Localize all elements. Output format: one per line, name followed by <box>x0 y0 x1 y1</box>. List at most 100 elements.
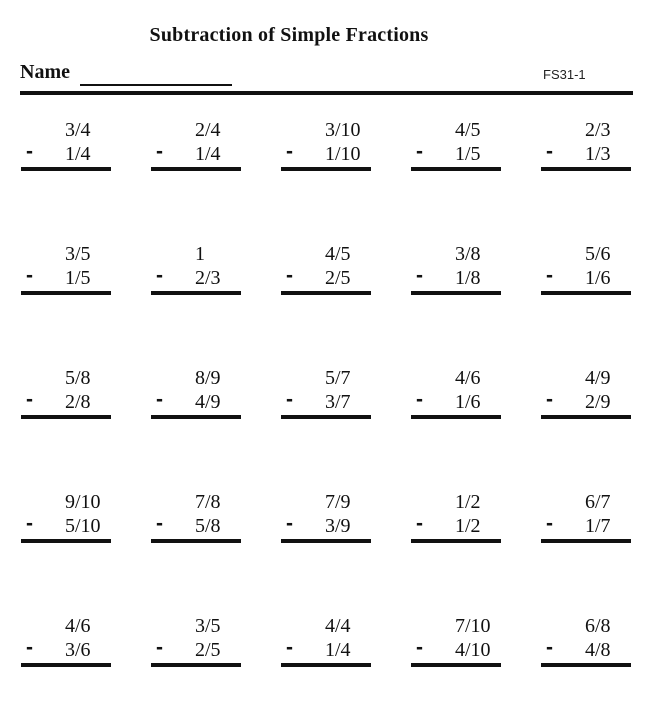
minuend: 4/9 <box>585 367 611 389</box>
subtraction-problem: 1 - 2/3 <box>151 242 241 295</box>
answer-line <box>281 291 371 295</box>
worksheet-code: FS31-1 <box>543 67 586 82</box>
minus-operator: - <box>26 388 33 411</box>
minus-operator: - <box>546 512 553 535</box>
page-title: Subtraction of Simple Fractions <box>149 24 429 46</box>
minuend: 3/5 <box>195 615 221 637</box>
minuend: 1/2 <box>455 491 481 513</box>
subtrahend: 1/6 <box>455 391 481 413</box>
subtrahend: 1/5 <box>455 143 481 165</box>
subtraction-problem: 2/3 - 1/3 <box>541 118 631 171</box>
minus-operator: - <box>26 140 33 163</box>
minus-operator: - <box>286 264 293 287</box>
subtraction-problem: 7/10 - 4/10 <box>411 614 501 667</box>
minuend: 9/10 <box>65 491 101 513</box>
problems-row: 3/5 - 1/5 1 - 2/3 4/5 - 2/5 3/8 - 1/8 5/… <box>21 242 631 295</box>
subtrahend: 5/8 <box>195 515 221 537</box>
minus-operator: - <box>416 512 423 535</box>
minus-operator: - <box>416 140 423 163</box>
subtrahend: 2/5 <box>325 267 351 289</box>
subtraction-problem: 5/6 - 1/6 <box>541 242 631 295</box>
subtraction-problem: 4/4 - 1/4 <box>281 614 371 667</box>
answer-line <box>411 291 501 295</box>
minuend: 4/4 <box>325 615 351 637</box>
subtraction-problem: 3/8 - 1/8 <box>411 242 501 295</box>
minus-operator: - <box>156 140 163 163</box>
minus-operator: - <box>546 264 553 287</box>
subtraction-problem: 1/2 - 1/2 <box>411 490 501 543</box>
minus-operator: - <box>26 636 33 659</box>
answer-line <box>541 415 631 419</box>
answer-line <box>411 415 501 419</box>
subtraction-problem: 7/8 - 5/8 <box>151 490 241 543</box>
subtrahend: 1/6 <box>585 267 611 289</box>
subtrahend: 1/8 <box>455 267 481 289</box>
answer-line <box>21 167 111 171</box>
minuend: 5/7 <box>325 367 351 389</box>
minus-operator: - <box>286 140 293 163</box>
subtrahend: 2/5 <box>195 639 221 661</box>
subtrahend: 1/4 <box>65 143 91 165</box>
answer-line <box>411 663 501 667</box>
name-label: Name <box>20 61 70 83</box>
subtrahend: 3/7 <box>325 391 351 413</box>
subtrahend: 1/2 <box>455 515 481 537</box>
subtraction-problem: 2/4 - 1/4 <box>151 118 241 171</box>
minus-operator: - <box>416 636 423 659</box>
subtrahend: 3/9 <box>325 515 351 537</box>
answer-line <box>281 167 371 171</box>
minuend: 7/9 <box>325 491 351 513</box>
subtrahend: 1/4 <box>325 639 351 661</box>
subtrahend: 1/10 <box>325 143 361 165</box>
answer-line <box>21 663 111 667</box>
subtrahend: 2/3 <box>195 267 221 289</box>
minus-operator: - <box>416 264 423 287</box>
subtraction-problem: 4/5 - 1/5 <box>411 118 501 171</box>
minuend: 4/6 <box>455 367 481 389</box>
minuend: 6/8 <box>585 615 611 637</box>
minus-operator: - <box>26 512 33 535</box>
answer-line <box>541 291 631 295</box>
subtraction-problem: 8/9 - 4/9 <box>151 366 241 419</box>
minus-operator: - <box>156 264 163 287</box>
minus-operator: - <box>26 264 33 287</box>
minus-operator: - <box>156 388 163 411</box>
answer-line <box>151 539 241 543</box>
minus-operator: - <box>286 636 293 659</box>
minuend: 8/9 <box>195 367 221 389</box>
minuend: 7/10 <box>455 615 491 637</box>
minus-operator: - <box>156 512 163 535</box>
subtraction-problem: 9/10 - 5/10 <box>21 490 111 543</box>
minus-operator: - <box>546 636 553 659</box>
minuend: 6/7 <box>585 491 611 513</box>
minus-operator: - <box>546 388 553 411</box>
minuend: 3/5 <box>65 243 91 265</box>
answer-line <box>281 539 371 543</box>
subtrahend: 4/9 <box>195 391 221 413</box>
subtrahend: 5/10 <box>65 515 101 537</box>
subtrahend: 4/10 <box>455 639 491 661</box>
minus-operator: - <box>416 388 423 411</box>
subtraction-problem: 5/8 - 2/8 <box>21 366 111 419</box>
problems-row: 5/8 - 2/8 8/9 - 4/9 5/7 - 3/7 4/6 - 1/6 … <box>21 366 631 419</box>
minuend: 2/3 <box>585 119 611 141</box>
name-blank-line <box>80 84 232 86</box>
subtraction-problem: 6/7 - 1/7 <box>541 490 631 543</box>
answer-line <box>541 663 631 667</box>
subtraction-problem: 3/5 - 2/5 <box>151 614 241 667</box>
answer-line <box>151 663 241 667</box>
answer-line <box>151 415 241 419</box>
subtraction-problem: 7/9 - 3/9 <box>281 490 371 543</box>
subtraction-problem: 4/5 - 2/5 <box>281 242 371 295</box>
problems-row: 9/10 - 5/10 7/8 - 5/8 7/9 - 3/9 1/2 - 1/… <box>21 490 631 543</box>
minuend: 1 <box>195 243 205 265</box>
minuend: 4/5 <box>325 243 351 265</box>
subtrahend: 1/3 <box>585 143 611 165</box>
problems-row: 4/6 - 3/6 3/5 - 2/5 4/4 - 1/4 7/10 - 4/1… <box>21 614 631 667</box>
subtraction-problem: 6/8 - 4/8 <box>541 614 631 667</box>
subtrahend: 4/8 <box>585 639 611 661</box>
answer-line <box>21 415 111 419</box>
subtraction-problem: 3/10 - 1/10 <box>281 118 371 171</box>
answer-line <box>541 539 631 543</box>
minus-operator: - <box>156 636 163 659</box>
